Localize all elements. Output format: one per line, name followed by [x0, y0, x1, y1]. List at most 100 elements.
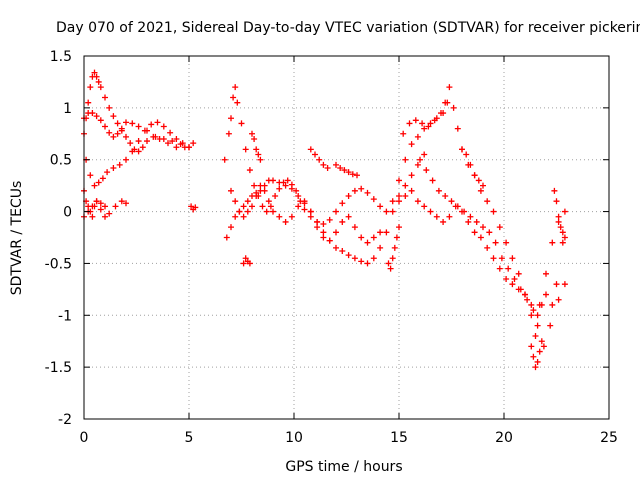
data-point	[333, 229, 339, 236]
data-point	[225, 130, 232, 137]
data-point	[307, 213, 314, 220]
data-point	[440, 218, 447, 225]
data-point	[135, 148, 142, 155]
data-point	[251, 135, 258, 142]
data-point	[559, 229, 566, 236]
data-point	[452, 203, 459, 210]
data-point	[370, 234, 377, 241]
data-point	[377, 244, 384, 251]
data-point	[561, 281, 568, 288]
data-point	[358, 185, 365, 192]
data-point	[471, 229, 478, 236]
data-point	[284, 177, 291, 184]
data-point	[129, 148, 136, 155]
data-point	[530, 307, 537, 314]
data-point	[232, 84, 239, 91]
data-point	[484, 244, 491, 251]
data-point	[532, 333, 539, 340]
data-point	[242, 255, 249, 262]
data-point	[496, 265, 503, 272]
data-point	[244, 198, 251, 205]
data-point	[509, 281, 516, 288]
data-point	[559, 239, 566, 246]
data-point	[97, 117, 104, 124]
data-point	[427, 208, 434, 215]
data-point	[89, 203, 96, 210]
x-axis-ticks: 0 5 10 15 20 25	[80, 56, 618, 446]
data-point	[414, 198, 421, 205]
data-point	[555, 296, 562, 303]
data-point	[528, 312, 535, 319]
data-point	[141, 127, 148, 134]
data-point	[408, 172, 415, 179]
data-point	[391, 244, 398, 251]
data-point	[370, 255, 377, 262]
data-point	[110, 133, 117, 140]
data-point	[85, 99, 92, 106]
data-point	[450, 104, 457, 111]
data-point	[337, 165, 344, 172]
data-point	[402, 193, 409, 200]
data-point	[412, 117, 419, 124]
data-point	[387, 265, 394, 272]
data-point	[561, 208, 568, 215]
data-point	[91, 182, 98, 189]
data-point	[446, 213, 453, 220]
data-point	[240, 203, 247, 210]
data-point	[238, 120, 245, 127]
data-point	[173, 135, 180, 142]
data-point	[154, 119, 161, 126]
x-axis-title: GPS time / hours	[285, 459, 402, 475]
data-point	[345, 213, 352, 220]
data-point	[408, 187, 415, 194]
data-point	[349, 171, 356, 178]
data-point	[465, 218, 472, 225]
data-point	[417, 156, 423, 163]
data-point	[97, 84, 104, 91]
data-point	[253, 193, 260, 200]
data-point	[557, 224, 564, 231]
data-point	[246, 167, 253, 174]
data-point	[270, 177, 276, 184]
data-point	[459, 208, 465, 215]
data-point	[377, 203, 384, 210]
data-point	[503, 239, 510, 246]
data-point	[480, 224, 486, 231]
data-point	[123, 119, 129, 126]
data-point	[129, 120, 136, 127]
data-point	[540, 343, 547, 350]
data-point	[288, 185, 295, 192]
data-point	[320, 234, 327, 241]
data-point	[408, 141, 415, 148]
x-tick-label: 10	[285, 430, 303, 446]
data-point	[255, 151, 262, 158]
data-point	[89, 213, 96, 220]
data-point	[160, 123, 167, 130]
data-point	[272, 193, 279, 200]
data-point	[232, 213, 239, 220]
data-point	[188, 203, 195, 210]
data-point	[148, 121, 155, 128]
data-point	[242, 146, 249, 153]
y-tick-label: -1.5	[45, 360, 72, 376]
data-point	[253, 146, 260, 153]
x-tick-label: 20	[495, 430, 513, 446]
data-point	[102, 203, 108, 210]
data-point	[314, 218, 321, 225]
data-point	[509, 255, 516, 262]
data-point	[106, 210, 113, 217]
data-point	[463, 151, 470, 158]
data-point	[87, 84, 94, 91]
y-axis-ticks: -2 -1.5 -1 -0.5 0 0.5 1 1.5	[45, 49, 609, 428]
data-point	[192, 204, 199, 211]
data-point	[87, 172, 94, 179]
data-point	[320, 221, 327, 228]
data-point	[536, 348, 543, 355]
data-point	[114, 120, 121, 127]
data-point	[165, 140, 171, 147]
data-point	[257, 182, 264, 189]
data-point	[515, 286, 522, 293]
data-point	[555, 218, 562, 225]
data-point	[530, 353, 537, 360]
data-point	[396, 198, 402, 205]
